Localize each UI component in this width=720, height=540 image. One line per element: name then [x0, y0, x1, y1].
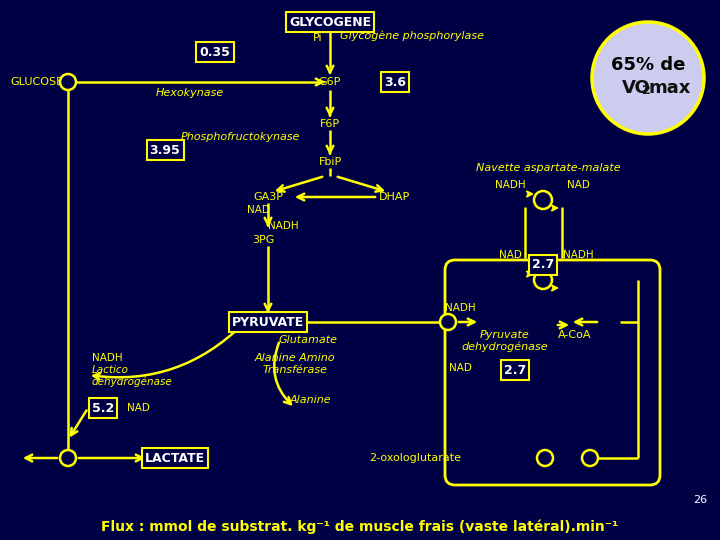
- Text: Pyruvate: Pyruvate: [480, 330, 530, 340]
- Text: Hexokynase: Hexokynase: [156, 88, 224, 98]
- Circle shape: [534, 191, 552, 209]
- Text: 5.2: 5.2: [92, 402, 114, 415]
- Text: GLUCOSE: GLUCOSE: [10, 77, 63, 87]
- Text: 26: 26: [693, 495, 707, 505]
- Text: GA3P: GA3P: [253, 192, 283, 202]
- Text: NAD: NAD: [567, 180, 590, 190]
- Text: NAD: NAD: [246, 205, 269, 215]
- Text: Alanine Amino: Alanine Amino: [255, 353, 336, 363]
- Text: Transférase: Transférase: [263, 365, 328, 375]
- Text: 2: 2: [642, 84, 651, 98]
- Text: 3PG: 3PG: [252, 235, 274, 245]
- Text: Alanine: Alanine: [289, 395, 330, 405]
- Text: Phosphofructokynase: Phosphofructokynase: [180, 132, 300, 142]
- Text: VO: VO: [622, 79, 651, 97]
- Text: 3.6: 3.6: [384, 76, 406, 89]
- Text: LACTATE: LACTATE: [145, 451, 205, 464]
- Text: Lactico: Lactico: [92, 365, 129, 375]
- Circle shape: [60, 450, 76, 466]
- Text: FbiP: FbiP: [318, 157, 341, 167]
- Text: 2.7: 2.7: [504, 363, 526, 376]
- Text: NADH: NADH: [563, 250, 593, 260]
- Text: 65% de: 65% de: [611, 56, 685, 74]
- Text: Flux : mmol de substrat. kg⁻¹ de muscle frais (vaste latéral).min⁻¹: Flux : mmol de substrat. kg⁻¹ de muscle …: [102, 519, 618, 534]
- Text: 2-oxologlutarate: 2-oxologlutarate: [369, 453, 461, 463]
- Text: GLYCOGENE: GLYCOGENE: [289, 16, 371, 29]
- Text: max: max: [648, 79, 690, 97]
- Circle shape: [60, 74, 76, 90]
- Text: dehydrogénase: dehydrogénase: [92, 377, 173, 387]
- Text: 3.95: 3.95: [150, 144, 181, 157]
- Text: NADH: NADH: [445, 303, 475, 313]
- Text: G6P: G6P: [319, 77, 341, 87]
- Text: NADH: NADH: [268, 221, 298, 231]
- Text: F6P: F6P: [320, 119, 340, 129]
- Text: PYRUVATE: PYRUVATE: [232, 315, 304, 328]
- Circle shape: [537, 450, 553, 466]
- Text: Pi: Pi: [312, 33, 322, 43]
- Text: NAD: NAD: [449, 363, 472, 373]
- Text: 2.7: 2.7: [532, 259, 554, 272]
- Circle shape: [534, 271, 552, 289]
- Text: DHAP: DHAP: [379, 192, 410, 202]
- Text: NADH: NADH: [92, 353, 122, 363]
- Circle shape: [592, 22, 704, 134]
- Text: NADH: NADH: [495, 180, 526, 190]
- Text: NAD: NAD: [127, 403, 150, 413]
- Text: dehydrogénase: dehydrogénase: [462, 342, 549, 352]
- Text: 0.35: 0.35: [199, 45, 230, 58]
- Text: NAD: NAD: [498, 250, 521, 260]
- Text: A-CoA: A-CoA: [558, 330, 592, 340]
- Circle shape: [440, 314, 456, 330]
- Text: Navette aspartate-malate: Navette aspartate-malate: [476, 163, 621, 173]
- Text: Glycogène phosphorylase: Glycogène phosphorylase: [340, 31, 484, 41]
- Circle shape: [582, 450, 598, 466]
- Text: Glutamate: Glutamate: [279, 335, 338, 345]
